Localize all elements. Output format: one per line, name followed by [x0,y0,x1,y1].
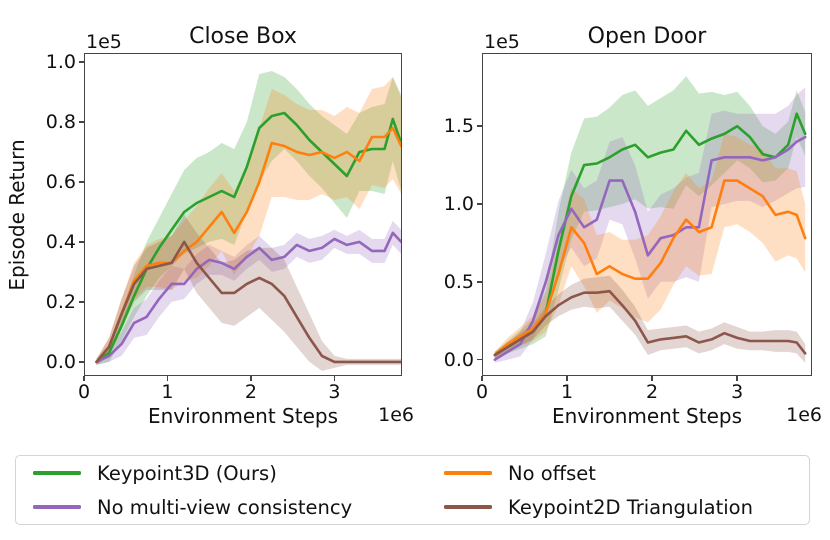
y-tick-label: 0.6 [45,170,76,193]
legend-line-swatch [33,505,81,509]
series-line [493,179,807,357]
x-tick-label: 2 [646,381,659,403]
x-tick-mark [481,376,483,381]
confidence-band [96,71,402,365]
y-tick-label: 0.2 [45,290,76,313]
y-tick-mark [79,121,84,123]
series-line [493,289,807,357]
legend-entry-no-offset: No offset [444,462,809,485]
y-tick-mark [477,125,482,127]
x-tick-mark [333,376,336,381]
legend-label: No multi-view consistency [97,495,353,519]
y-tick-mark [477,203,482,205]
y-tick-mark [79,301,84,303]
x-tick-mark [651,376,653,381]
x-axis-label: Environment Steps [551,404,743,428]
legend-label: No offset [508,461,596,485]
series-layer-open-door [493,76,807,363]
y-tick-label: 0.5 [443,270,474,293]
x-tick-label: 1 [161,381,174,403]
y-tick-mark [477,358,482,361]
plot-title-close-box: Close Box [189,24,297,49]
y-tick-mark [79,181,84,183]
y-tick-mark [79,241,84,243]
x-tick-label: 0 [77,381,91,403]
y-tick-label: 1.5 [443,115,474,138]
x-tick-label: 3 [328,381,341,403]
x-tick-mark [566,376,568,381]
y-axis-label: Episode Return [5,139,29,291]
legend-line-swatch [444,471,492,475]
x-axis-label: Environment Steps [147,404,339,428]
y-offset-label: 1e5 [484,31,520,53]
x-offset-label: 1e6 [786,404,822,426]
y-tick-label: 0.4 [45,230,76,253]
x-tick-label: 1 [561,381,574,403]
confidence-band [494,76,806,359]
y-tick-mark [477,281,482,283]
legend-line-swatch [444,505,492,509]
x-tick-mark [250,376,252,381]
legend: Keypoint3D (Ours) No multi-view consiste… [15,455,810,525]
x-tick-mark [166,376,169,381]
series-line [493,135,807,362]
series-line [95,240,402,364]
legend-label: Keypoint3D (Ours) [97,461,277,485]
confidence-band [96,214,402,371]
confidence-band [96,220,402,365]
x-tick-mark [83,376,85,381]
legend-label: Keypoint2D Triangulation [508,495,753,519]
y-offset-label: 1e5 [86,31,122,53]
confidence-band [96,77,402,365]
y-tick-label: 0.8 [45,110,76,133]
x-tick-label: 0 [475,381,489,403]
series-line [95,126,402,364]
legend-entry-keypoint3d: Keypoint3D (Ours) [33,462,444,485]
confidence-band [494,133,806,359]
y-tick-mark [79,61,84,63]
y-tick-label: 0.0 [45,350,76,373]
y-tick-label: 1.0 [45,50,76,73]
series-line [95,231,402,364]
series-layer-close-box [95,71,402,371]
legend-entry-no-multi-view: No multi-view consistency [33,496,444,519]
x-offset-label: 1e6 [378,404,414,426]
y-tick-label: 0.0 [443,348,474,371]
x-tick-mark [736,376,738,381]
x-tick-label: 3 [731,381,744,403]
legend-line-swatch [33,471,81,475]
x-tick-label: 2 [244,381,257,403]
plot-title-open-door: Open Door [587,24,707,49]
y-tick-label: 1.0 [443,192,474,215]
legend-entry-keypoint2d: Keypoint2D Triangulation [444,496,809,519]
y-tick-mark [79,361,84,363]
